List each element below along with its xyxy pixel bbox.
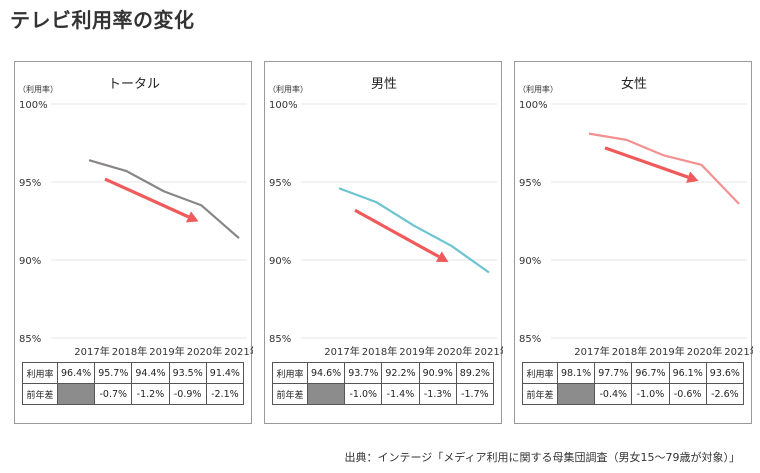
trend-arrow-head <box>435 251 449 262</box>
chart-panel-male: 男性 （利用率） 100% 95% 90% 85% 2017年 2018年 2019年 2020年… <box>264 61 503 424</box>
x-tick-label: 2020年 <box>437 345 472 358</box>
x-tick-label: 2019年 <box>649 345 684 358</box>
table-cell: -1.2% <box>131 383 170 405</box>
x-tick-label: 2019年 <box>149 345 184 358</box>
x-tick-label: 2018年 <box>362 345 397 358</box>
x-tick-label: 2021年 <box>724 345 753 358</box>
chart-title: トータル <box>108 77 160 92</box>
table-cell: 90.9% <box>418 362 457 384</box>
table-cell: 94.6% <box>306 362 346 384</box>
usage-rate-row: 利用率 94.6% 93.7% 92.2% 90.9% 89.2% <box>272 362 495 384</box>
x-tick-label: 2017年 <box>324 345 359 358</box>
table-cell: -0.4% <box>594 383 633 405</box>
y-tick-label: 90% <box>519 256 541 267</box>
row-header: 前年差 <box>22 383 58 405</box>
x-tick-label: 2017年 <box>574 345 609 358</box>
y-tick-label: 85% <box>19 334 41 345</box>
x-tick-label: 2021年 <box>224 345 253 358</box>
y-tick-label: 100% <box>519 100 548 111</box>
x-tick-label: 2018年 <box>112 345 147 358</box>
y-axis-unit-label: （利用率） <box>518 84 558 94</box>
data-table: 利用率 94.6% 93.7% 92.2% 90.9% 89.2% 前年差 -1.0% -1.4… <box>272 362 495 405</box>
table-cell: -1.7% <box>455 383 495 405</box>
yoy-diff-row: 前年差 -1.0% -1.4% -1.3% -1.7% <box>272 383 495 405</box>
chart-title: 女性 <box>621 76 647 92</box>
table-cell: -0.6% <box>668 383 707 405</box>
table-cell: 93.6% <box>705 362 745 384</box>
table-cell: 93.7% <box>344 362 383 384</box>
y-tick-label: 85% <box>269 334 291 345</box>
source-note: 出典：インテージ「メディア利用に関する母集団調査（男女15～79歳が対象）」 <box>344 451 740 464</box>
trend-arrow <box>604 146 689 179</box>
y-tick-label: 100% <box>19 100 48 111</box>
table-cell: 94.4% <box>131 362 170 384</box>
chart-svg: 女性 （利用率） 100% 95% 90% 85% 2017年 2018年 2019年 2020年… <box>518 76 753 358</box>
table-cell: 95.7% <box>94 362 133 384</box>
empty-cell <box>56 383 96 405</box>
table-cell: 97.7% <box>594 362 633 384</box>
series-line <box>88 159 240 239</box>
y-tick-label: 95% <box>269 178 291 189</box>
usage-rate-row: 利用率 98.1% 97.7% 96.7% 96.1% 93.6% <box>522 362 745 384</box>
y-tick-label: 95% <box>19 178 41 189</box>
chart-panel-female: 女性 （利用率） 100% 95% 90% 85% 2017年 2018年 2019年 2020年… <box>514 61 753 424</box>
x-tick-label: 2020年 <box>187 345 222 358</box>
data-table: 利用率 98.1% 97.7% 96.7% 96.1% 93.6% 前年差 -0.4% -1.0… <box>522 362 745 405</box>
table-cell: 96.1% <box>668 362 707 384</box>
table-cell: 93.5% <box>168 362 207 384</box>
table-cell: -1.4% <box>381 383 420 405</box>
table-cell: -2.1% <box>205 383 245 405</box>
chart-svg: トータル（利用率）100%95%90%85%2017年 2018年 2019年 202… <box>18 77 253 358</box>
row-header: 利用率 <box>272 362 308 384</box>
row-header: 利用率 <box>22 362 58 384</box>
y-tick-label: 100% <box>269 100 298 111</box>
table-cell: -1.3% <box>418 383 457 405</box>
data-table: 利用率 96.4% 95.7% 94.4% 93.5% 91.4% 前年差 -0.7% -1.2… <box>22 362 245 405</box>
table-cell: 96.7% <box>631 362 670 384</box>
chart-panel-total: トータル （利用率） 100% 95% 90% 85% 2017年 2018年 2019年 202… <box>14 61 253 424</box>
row-header: 前年差 <box>522 383 558 405</box>
x-tick-label: 2021年 <box>474 345 503 358</box>
row-header: 利用率 <box>522 362 558 384</box>
y-axis-unit-label: （利用率） <box>268 84 308 94</box>
table-cell: -1.0% <box>631 383 670 405</box>
yoy-diff-row: 前年差 -0.4% -1.0% -0.6% -2.6% <box>522 383 745 405</box>
table-cell: 98.1% <box>556 362 596 384</box>
empty-cell <box>556 383 596 405</box>
x-tick-label: 2019年 <box>399 345 434 358</box>
empty-cell <box>306 383 346 405</box>
x-tick-label: 2020年 <box>687 345 722 358</box>
chart-title: 男性 <box>371 77 397 92</box>
trend-arrow-head <box>686 171 699 183</box>
y-axis-unit-label: （利用率） <box>18 84 58 94</box>
table-cell: 96.4% <box>56 362 96 384</box>
y-tick-label: 95% <box>519 178 541 189</box>
table-cell: 89.2% <box>455 362 495 384</box>
y-tick-label: 90% <box>19 256 41 267</box>
table-cell: -0.7% <box>94 383 133 405</box>
table-cell: -2.6% <box>705 383 745 405</box>
x-tick-label: 2017年 <box>74 345 109 358</box>
page-title: テレビ利用率の変化 <box>10 8 195 32</box>
trend-arrow <box>104 177 190 219</box>
chart-svg: 男性 （利用率） 100% 95% 90% 85% 2017年 2018年 2019年 2020年… <box>268 77 503 358</box>
trend-arrow <box>354 208 440 259</box>
table-cell: 92.2% <box>381 362 420 384</box>
y-tick-label: 90% <box>269 256 291 267</box>
table-cell: -0.9% <box>168 383 207 405</box>
trend-arrow-head <box>186 211 199 223</box>
y-tick-label: 85% <box>519 334 541 345</box>
yoy-diff-row: 前年差 -0.7% -1.2% -0.9% -2.1% <box>22 383 245 405</box>
row-header: 前年差 <box>272 383 308 405</box>
table-cell: -1.0% <box>344 383 383 405</box>
usage-rate-row: 利用率 96.4% 95.7% 94.4% 93.5% 91.4% <box>22 362 245 384</box>
table-cell: 91.4% <box>205 362 245 384</box>
x-tick-label: 2018年 <box>612 345 647 358</box>
